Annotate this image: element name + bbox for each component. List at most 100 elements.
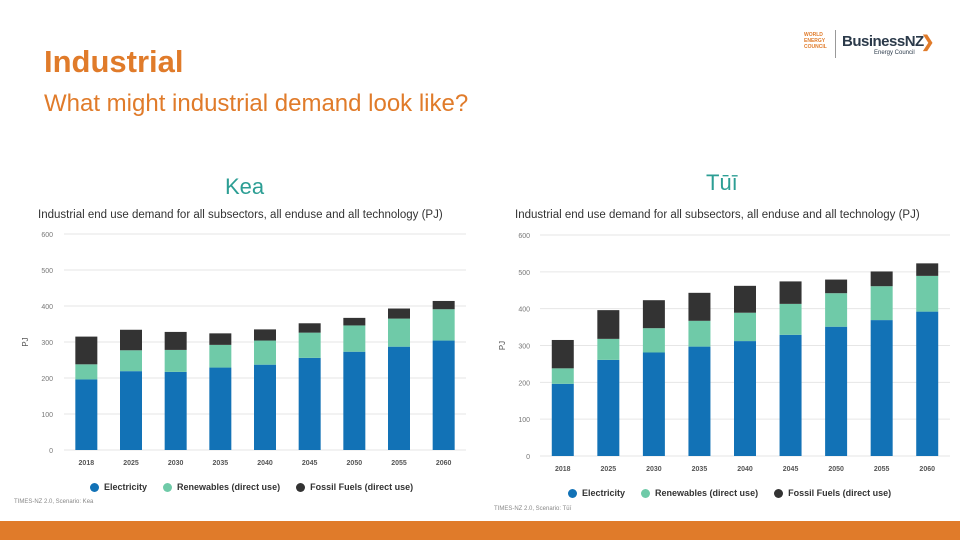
y-tick-label: 100 <box>41 412 53 419</box>
bar-fossil <box>164 331 187 350</box>
bar-electricity <box>209 367 232 450</box>
x-tick-label: 2050 <box>828 466 844 473</box>
bar-renewables <box>164 349 187 372</box>
y-tick-label: 500 <box>41 268 53 275</box>
legend-label: Renewables (direct use) <box>655 488 759 498</box>
bar-renewables <box>825 293 848 327</box>
businessnz-logo: WORLD ENERGY COUNCIL BusinessNZ ❯ Energy… <box>804 26 934 60</box>
bar-renewables <box>298 332 321 358</box>
x-tick-label: 2035 <box>213 460 229 467</box>
bar-fossil <box>388 308 410 319</box>
y-tick-label: 300 <box>41 340 53 347</box>
bar-fossil <box>688 292 711 321</box>
scenario-label-tui: Tūī <box>706 170 738 195</box>
bar-fossil <box>779 281 802 304</box>
y-axis-label: PJ <box>21 337 30 346</box>
legend-tui: Electricity Renewables (direct use) Foss… <box>568 488 891 498</box>
world-energy-council-logo: WORLD ENERGY COUNCIL <box>804 32 832 50</box>
bar-renewables <box>388 318 410 347</box>
legend-dot-icon <box>568 488 577 498</box>
wec-line-1: WORLD <box>804 32 823 38</box>
slide-subtitle: What might industrial demand look like? <box>44 90 469 117</box>
bar-electricity <box>825 326 848 456</box>
legend-item-electricity: Electricity <box>568 488 625 498</box>
y-tick-label: 500 <box>518 270 530 277</box>
bar-renewables <box>551 368 574 384</box>
y-tick-label: 600 <box>518 233 530 240</box>
legend-item-renewables: Renewables (direct use) <box>641 488 758 498</box>
bar-renewables <box>432 309 455 341</box>
legend-label: Electricity <box>582 488 626 498</box>
bar-electricity <box>551 383 574 456</box>
bar-electricity <box>779 334 802 456</box>
bar-renewables <box>597 338 620 360</box>
bar-electricity <box>642 352 665 456</box>
bar-electricity <box>75 379 98 450</box>
bar-fossil <box>642 300 665 329</box>
slide-title: Industrial <box>44 44 184 79</box>
wec-line-2: ENERGY <box>804 38 826 44</box>
bar-fossil <box>209 333 232 345</box>
bar-renewables <box>688 320 711 347</box>
y-tick-label: 400 <box>518 307 530 314</box>
bar-fossil <box>551 339 574 369</box>
chart-kea: 0 100 200 300 400 500 600 PJ 2018 2025 2030 2035 204… <box>21 232 466 467</box>
x-tick-label: 2055 <box>874 466 890 473</box>
bar-electricity <box>597 359 620 456</box>
bar-fossil <box>825 279 848 294</box>
bar-renewables <box>916 275 939 312</box>
bottom-accent-bar <box>0 521 960 540</box>
bar-renewables <box>120 350 142 372</box>
x-tick-label: 2025 <box>123 460 139 467</box>
legend-dot-icon <box>163 482 173 492</box>
bar-fossil <box>916 263 939 276</box>
y-tick-label: 200 <box>41 376 53 383</box>
chart-title-kea: Industrial end use demand for all subsec… <box>38 209 443 221</box>
bar-renewables <box>254 340 276 365</box>
y-tick-label: 0 <box>49 448 53 455</box>
bar-electricity <box>688 346 711 456</box>
x-tick-label: 2025 <box>601 466 617 473</box>
y-tick-label: 200 <box>518 380 530 387</box>
bar-renewables <box>642 328 665 353</box>
y-tick-label: 600 <box>41 232 53 239</box>
bar-electricity <box>870 320 893 456</box>
bar-electricity <box>916 311 939 456</box>
legend-dot-icon <box>774 488 784 498</box>
y-tick-label: 400 <box>41 304 53 311</box>
bar-electricity <box>343 351 366 450</box>
logo-chevron-icon: ❯ <box>921 34 935 51</box>
bar-fossil <box>597 310 620 339</box>
source-tui: TIMES-NZ 2.0, Scenario: Tūī <box>494 506 572 512</box>
logo-brand-sub: Energy Council <box>874 50 915 56</box>
bar-renewables <box>343 325 366 352</box>
x-tick-label: 2050 <box>347 460 363 467</box>
y-tick-label: 0 <box>526 454 530 461</box>
bar-renewables <box>75 364 98 380</box>
x-tick-label: 2035 <box>692 466 708 473</box>
bar-electricity <box>120 371 142 450</box>
legend-label: Renewables (direct use) <box>177 482 281 492</box>
bar-electricity <box>164 371 187 450</box>
bar-fossil <box>343 317 366 326</box>
bar-renewables <box>779 303 802 335</box>
bar-renewables <box>209 344 232 368</box>
scenario-label-kea: Kea <box>225 174 265 199</box>
legend-label: Fossil Fuels (direct use) <box>788 488 892 498</box>
bar-electricity <box>734 341 756 456</box>
x-tick-label: 2040 <box>737 466 753 473</box>
legend-dot-icon <box>296 482 306 492</box>
legend-item-fossil: Fossil Fuels (direct use) <box>296 482 413 492</box>
x-tick-label: 2040 <box>257 460 273 467</box>
x-tick-label: 2055 <box>391 460 407 467</box>
bar-fossil <box>298 323 321 333</box>
y-axis-label: PJ <box>498 341 507 350</box>
x-tick-label: 2045 <box>302 460 318 467</box>
legend-dot-icon <box>641 488 651 498</box>
bar-electricity <box>254 364 276 450</box>
chart-tui: 0 100 200 300 400 500 600 PJ 2018 2025 2030 2035 204… <box>498 233 950 473</box>
chart-title-tui: Industrial end use demand for all subsec… <box>515 209 920 221</box>
x-tick-label: 2060 <box>919 466 935 473</box>
bar-renewables <box>870 286 893 321</box>
bar-fossil <box>75 336 98 365</box>
